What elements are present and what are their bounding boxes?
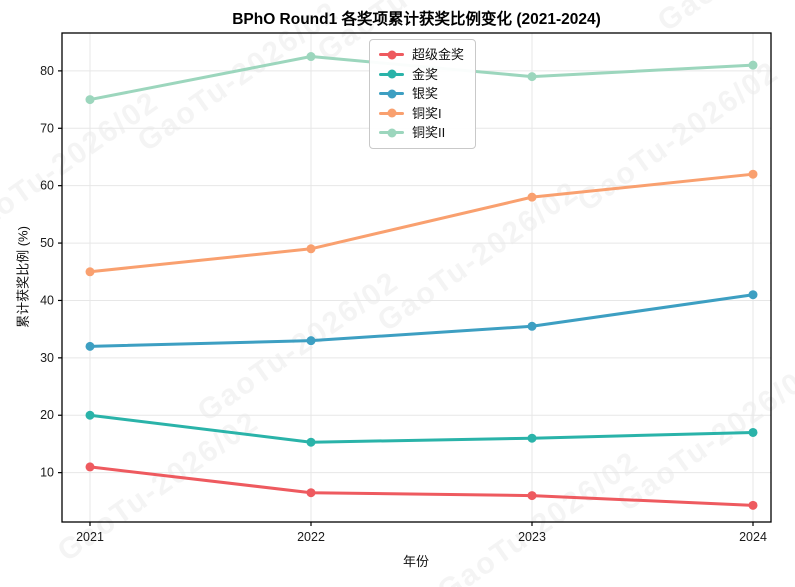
data-point xyxy=(748,500,758,510)
y-tick-label: 30 xyxy=(40,351,54,365)
legend-marker xyxy=(379,108,404,118)
legend-item-0: 超级金奖 xyxy=(379,45,464,65)
legend: 超级金奖金奖银奖铜奖I 铜奖II xyxy=(369,39,477,149)
legend-item-2: 银奖 xyxy=(379,84,464,104)
legend-item-label: 超级金奖 xyxy=(412,47,465,63)
legend-marker-dot xyxy=(387,128,396,138)
data-point xyxy=(306,488,316,498)
legend-marker xyxy=(379,50,404,60)
x-tick-label: 2024 xyxy=(739,530,767,544)
data-point xyxy=(306,244,316,254)
y-tick-label: 50 xyxy=(40,236,54,250)
data-point xyxy=(748,427,758,437)
y-tick-label: 40 xyxy=(40,293,54,307)
chart-title: BPhO Round1 各奖项累计获奖比例变化 (2021-2024) xyxy=(232,11,601,28)
y-tick-label: 70 xyxy=(40,121,54,135)
x-tick-label: 2023 xyxy=(518,530,546,544)
y-tick-label: 10 xyxy=(40,466,54,480)
legend-marker-dot xyxy=(387,69,396,79)
legend-marker-dot xyxy=(387,50,396,60)
x-tick-label: 2021 xyxy=(76,530,104,544)
data-point xyxy=(306,52,316,62)
data-point xyxy=(85,410,95,420)
data-point xyxy=(85,267,95,277)
data-point xyxy=(85,341,95,351)
series-line-3 xyxy=(88,172,755,274)
data-point xyxy=(527,192,537,202)
legend-item-label: 铜奖I xyxy=(412,105,442,121)
legend-marker-dot xyxy=(387,108,396,118)
legend-marker xyxy=(379,89,404,99)
data-point xyxy=(85,95,95,105)
legend-item-label: 金奖 xyxy=(412,66,439,82)
x-tick-label: 2022 xyxy=(297,530,325,544)
legend-item-1: 金奖 xyxy=(379,65,464,85)
series-line-1 xyxy=(88,413,755,444)
y-tick-label: 80 xyxy=(40,64,54,78)
y-tick-label: 20 xyxy=(40,408,54,422)
legend-marker-dot xyxy=(387,89,396,99)
legend-item-label: 铜奖II xyxy=(412,125,446,141)
series-line-0 xyxy=(88,465,755,507)
data-point xyxy=(85,462,95,472)
legend-item-3: 铜奖I xyxy=(379,104,464,124)
data-point xyxy=(527,72,537,82)
data-point xyxy=(748,290,758,300)
legend-marker xyxy=(379,128,404,138)
data-point xyxy=(306,437,316,447)
x-axis-label: 年份 xyxy=(402,554,430,569)
data-point xyxy=(527,321,537,331)
legend-marker xyxy=(379,69,404,79)
data-point xyxy=(748,60,758,70)
legend-item-label: 银奖 xyxy=(412,86,439,102)
legend-item-4: 铜奖II xyxy=(379,123,464,143)
series-line-2 xyxy=(88,293,755,348)
y-tick-label: 60 xyxy=(40,179,54,193)
data-point xyxy=(748,169,758,179)
data-point xyxy=(527,433,537,443)
data-point xyxy=(527,491,537,501)
axes-box xyxy=(61,32,772,523)
y-axis-label: 累计获奖比例 (%) xyxy=(15,226,31,328)
data-point xyxy=(306,336,316,346)
